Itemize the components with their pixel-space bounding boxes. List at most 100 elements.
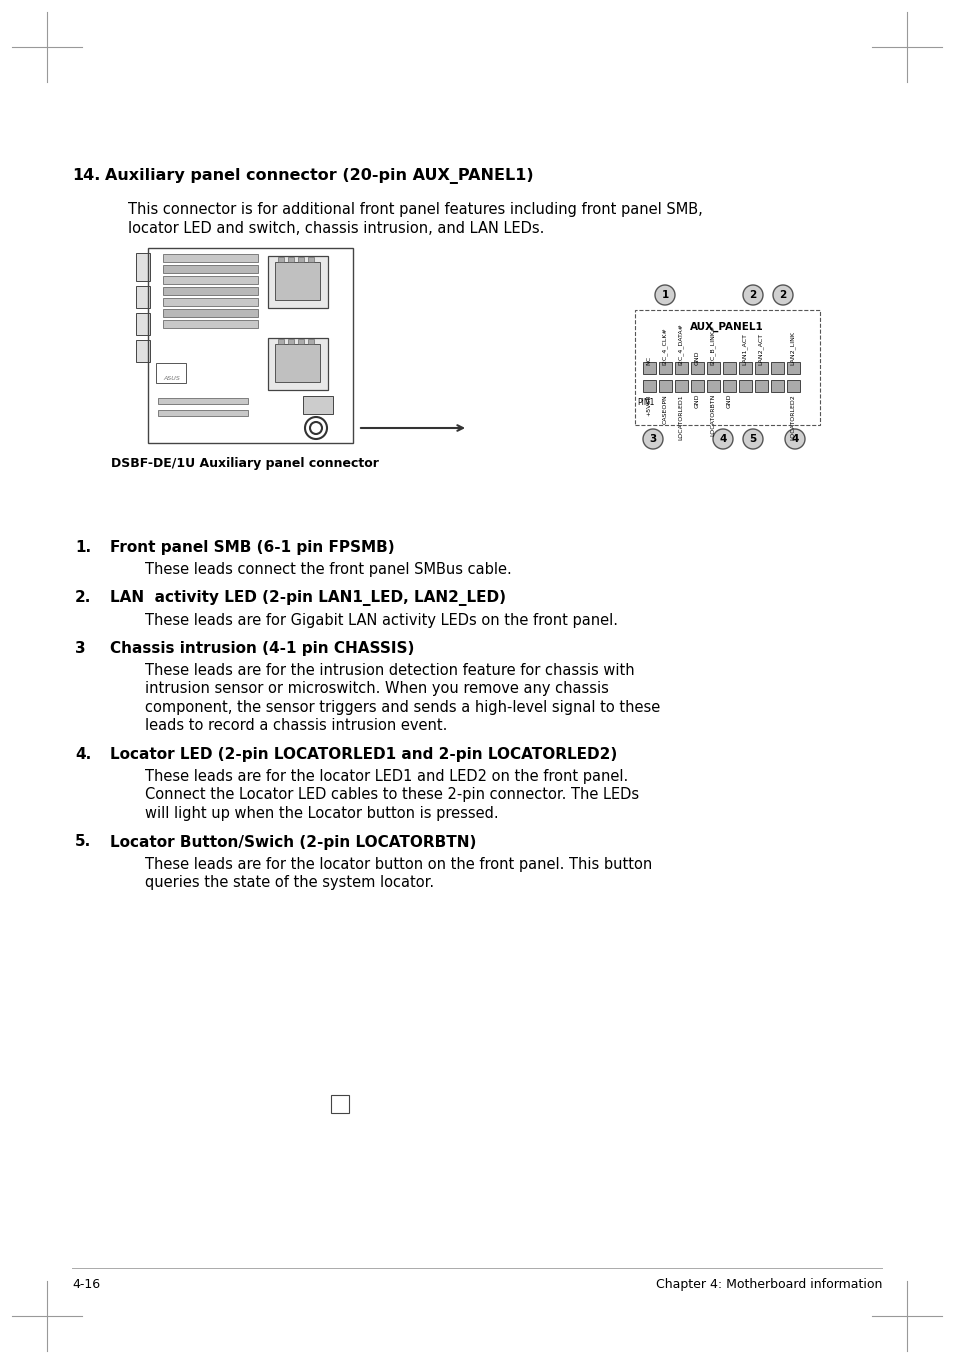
Text: 4: 4 bbox=[719, 433, 726, 444]
Bar bbox=[163, 264, 257, 273]
Bar bbox=[754, 363, 767, 373]
Bar bbox=[136, 313, 150, 335]
Text: This connector is for additional front panel features including front panel SMB,: This connector is for additional front p… bbox=[128, 202, 702, 217]
Text: 5: 5 bbox=[749, 433, 756, 444]
Circle shape bbox=[305, 417, 327, 439]
Text: component, the sensor triggers and sends a high-level signal to these: component, the sensor triggers and sends… bbox=[145, 701, 659, 716]
Bar bbox=[659, 363, 671, 373]
Circle shape bbox=[742, 285, 762, 305]
Text: queries the state of the system locator.: queries the state of the system locator. bbox=[145, 875, 434, 890]
Bar bbox=[163, 254, 257, 262]
Text: Auxiliary panel connector (20-pin AUX_PANEL1): Auxiliary panel connector (20-pin AUX_PA… bbox=[105, 168, 533, 184]
Text: leads to record a chassis intrusion event.: leads to record a chassis intrusion even… bbox=[145, 718, 447, 733]
Circle shape bbox=[712, 429, 732, 448]
Bar bbox=[739, 363, 751, 373]
Text: Chapter 4: Motherboard information: Chapter 4: Motherboard information bbox=[655, 1278, 882, 1291]
Text: These leads are for the locator LED1 and LED2 on the front panel.: These leads are for the locator LED1 and… bbox=[145, 769, 628, 784]
Bar bbox=[770, 363, 783, 373]
Circle shape bbox=[784, 429, 804, 448]
Text: intrusion sensor or microswitch. When you remove any chassis: intrusion sensor or microswitch. When yo… bbox=[145, 682, 608, 696]
Bar bbox=[690, 363, 703, 373]
Text: locator LED and switch, chassis intrusion, and LAN LEDs.: locator LED and switch, chassis intrusio… bbox=[128, 221, 544, 236]
Text: These leads are for Gigabit LAN activity LEDs on the front panel.: These leads are for Gigabit LAN activity… bbox=[145, 612, 618, 627]
Text: 1: 1 bbox=[660, 290, 668, 300]
Bar bbox=[786, 363, 800, 373]
Bar bbox=[706, 363, 720, 373]
Text: ASUS: ASUS bbox=[163, 376, 180, 382]
Bar bbox=[136, 286, 150, 308]
Text: 3: 3 bbox=[75, 641, 86, 656]
Bar bbox=[163, 288, 257, 294]
Bar bbox=[274, 343, 319, 382]
Text: I2C_4_DATA#: I2C_4_DATA# bbox=[678, 323, 683, 365]
Bar bbox=[163, 309, 257, 318]
Bar bbox=[288, 339, 294, 343]
Bar bbox=[277, 339, 284, 343]
Text: I2C_4_CLK#: I2C_4_CLK# bbox=[661, 327, 667, 365]
Text: GND: GND bbox=[694, 350, 699, 365]
Text: LOCATORLED1: LOCATORLED1 bbox=[678, 394, 682, 440]
Bar bbox=[136, 339, 150, 363]
Text: LAN  activity LED (2-pin LAN1_LED, LAN2_LED): LAN activity LED (2-pin LAN1_LED, LAN2_L… bbox=[110, 590, 505, 607]
Text: These leads are for the intrusion detection feature for chassis with: These leads are for the intrusion detect… bbox=[145, 662, 634, 677]
Circle shape bbox=[772, 285, 792, 305]
Bar bbox=[308, 339, 314, 343]
Text: Connect the Locator LED cables to these 2-pin connector. The LEDs: Connect the Locator LED cables to these … bbox=[145, 788, 639, 803]
Text: Locator LED (2-pin LOCATORLED1 and 2-pin LOCATORLED2): Locator LED (2-pin LOCATORLED1 and 2-pin… bbox=[110, 747, 617, 762]
Bar bbox=[288, 258, 294, 262]
Bar bbox=[277, 258, 284, 262]
Bar bbox=[331, 1094, 349, 1114]
Bar bbox=[308, 258, 314, 262]
Bar bbox=[163, 298, 257, 307]
Text: 2: 2 bbox=[749, 290, 756, 300]
Text: These leads are for the locator button on the front panel. This button: These leads are for the locator button o… bbox=[145, 856, 652, 871]
Bar bbox=[706, 380, 720, 393]
Circle shape bbox=[655, 285, 675, 305]
Bar bbox=[722, 380, 735, 393]
Text: AUX_PANEL1: AUX_PANEL1 bbox=[689, 322, 763, 333]
Text: 4-16: 4-16 bbox=[71, 1278, 100, 1291]
Text: 2: 2 bbox=[779, 290, 786, 300]
Text: LOCATORBTN: LOCATORBTN bbox=[710, 394, 715, 436]
Bar bbox=[163, 275, 257, 284]
Bar bbox=[158, 398, 248, 403]
Bar bbox=[739, 380, 751, 393]
Circle shape bbox=[742, 429, 762, 448]
Text: 4: 4 bbox=[790, 433, 798, 444]
Bar bbox=[303, 397, 333, 414]
Bar bbox=[268, 338, 328, 390]
Bar bbox=[754, 380, 767, 393]
Text: 1.: 1. bbox=[75, 540, 91, 555]
Text: 3: 3 bbox=[649, 433, 656, 444]
Bar bbox=[163, 320, 257, 328]
Bar bbox=[786, 380, 800, 393]
Text: 5.: 5. bbox=[75, 834, 91, 849]
Bar bbox=[297, 339, 304, 343]
Text: DSBF-DE/1U Auxiliary panel connector: DSBF-DE/1U Auxiliary panel connector bbox=[111, 457, 378, 470]
Text: GND: GND bbox=[726, 394, 731, 409]
Text: +5VSB: +5VSB bbox=[646, 394, 651, 416]
Circle shape bbox=[642, 429, 662, 448]
Text: NC: NC bbox=[646, 356, 651, 365]
Bar bbox=[158, 410, 248, 416]
Text: GND: GND bbox=[694, 394, 699, 409]
Text: PIN1: PIN1 bbox=[637, 398, 654, 408]
Bar bbox=[690, 380, 703, 393]
Bar bbox=[675, 380, 687, 393]
Circle shape bbox=[310, 423, 322, 433]
Bar bbox=[659, 380, 671, 393]
Text: Front panel SMB (6-1 pin FPSMB): Front panel SMB (6-1 pin FPSMB) bbox=[110, 540, 395, 555]
Text: LAN2_ACT: LAN2_ACT bbox=[758, 333, 763, 365]
Text: CASEOPN: CASEOPN bbox=[661, 394, 667, 424]
Bar bbox=[642, 363, 656, 373]
Text: will light up when the Locator button is pressed.: will light up when the Locator button is… bbox=[145, 806, 498, 821]
Text: LAN2_LINK: LAN2_LINK bbox=[789, 331, 795, 365]
Text: I2C_B_LINK#: I2C_B_LINK# bbox=[709, 324, 715, 365]
Text: These leads connect the front panel SMBus cable.: These leads connect the front panel SMBu… bbox=[145, 562, 511, 577]
Text: 2.: 2. bbox=[75, 590, 91, 605]
Text: LOCATORLED2: LOCATORLED2 bbox=[790, 394, 795, 440]
Bar bbox=[770, 380, 783, 393]
Bar bbox=[635, 309, 820, 425]
Bar bbox=[156, 363, 186, 383]
Bar bbox=[274, 262, 319, 300]
